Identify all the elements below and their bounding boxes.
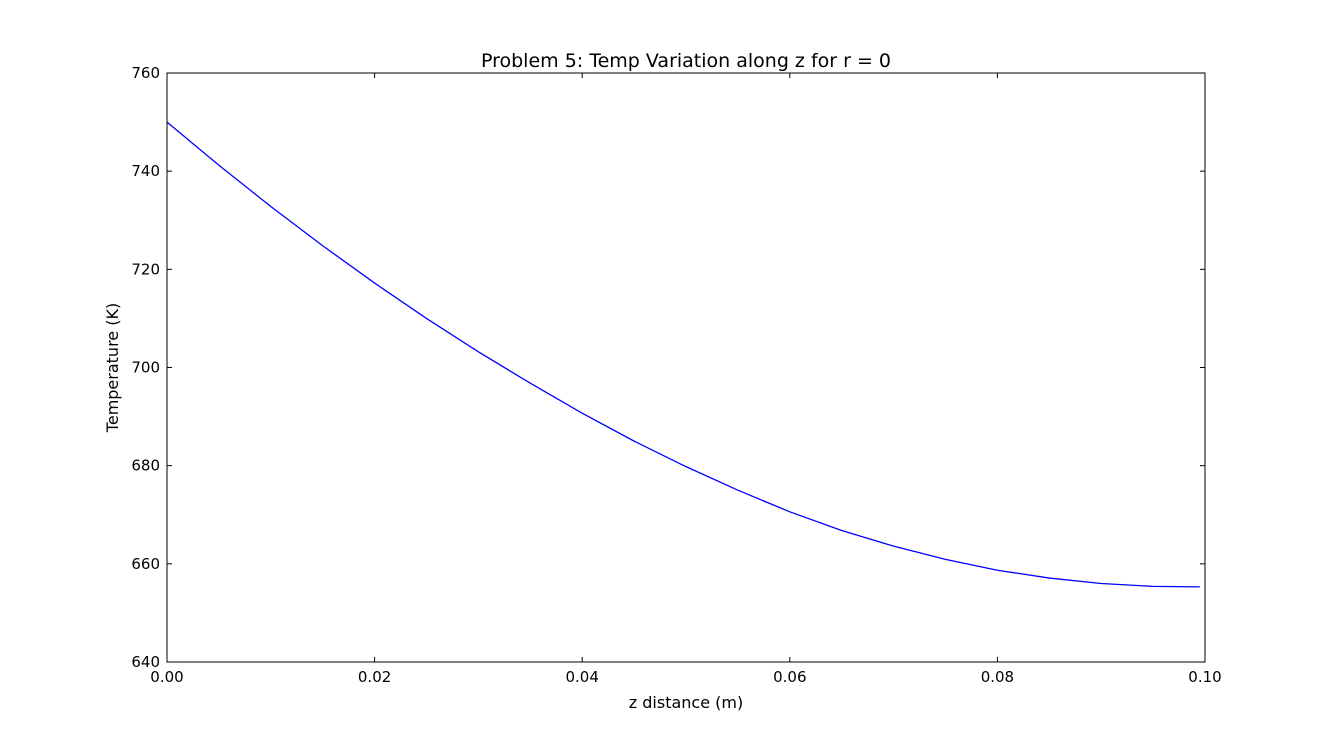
x-tick-label: 0.00	[150, 668, 183, 686]
x-tick-label: 0.02	[358, 668, 391, 686]
tick-labels: 0.00 0.02 0.04 0.06 0.08 0.10 640 660 680 700 720 7…	[131, 64, 1221, 686]
y-tick-label: 660	[131, 555, 160, 573]
y-tick-label: 640	[131, 653, 160, 671]
x-tick-label: 0.08	[981, 668, 1014, 686]
y-axis-title: Temperature (K)	[103, 303, 122, 433]
chart-title: Problem 5: Temp Variation along z for r …	[481, 50, 891, 72]
y-tick-label: 680	[131, 457, 160, 475]
x-tick-label: 0.10	[1188, 668, 1221, 686]
y-tick-label: 740	[131, 162, 160, 180]
y-tick-label: 700	[131, 359, 160, 377]
y-tick-label: 760	[131, 64, 160, 82]
x-axis-title: z distance (m)	[629, 693, 743, 712]
y-tick-label: 720	[131, 260, 160, 278]
plot-frame	[166, 72, 1206, 663]
plot-lines	[166, 121, 1200, 588]
series-line-0	[166, 121, 1200, 588]
x-tick-label: 0.06	[773, 668, 806, 686]
axis-ticks	[166, 72, 1206, 663]
x-tick-label: 0.04	[565, 668, 598, 686]
